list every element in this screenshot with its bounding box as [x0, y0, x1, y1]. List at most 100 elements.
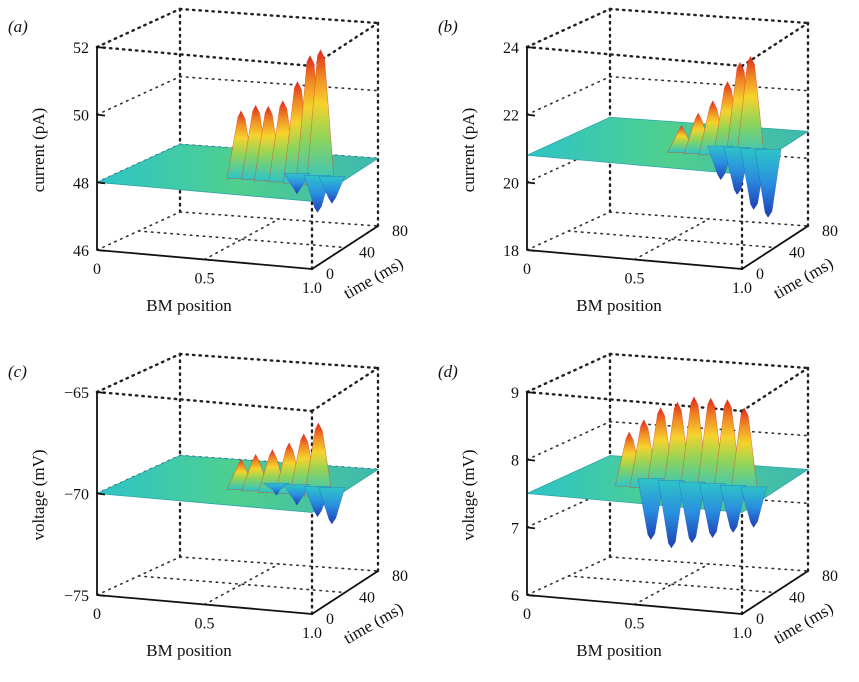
x-tick-label: 0.5 [195, 616, 215, 633]
grid-line [526, 420, 611, 461]
grid-line [567, 230, 776, 249]
z-tick-label: 20 [503, 175, 519, 192]
x-axis [526, 594, 743, 615]
y-axis-label: voltage (mV) [29, 449, 48, 540]
grid-line [203, 563, 280, 606]
surface-troughs [637, 478, 767, 549]
trough-mark [754, 149, 782, 218]
z-tick-label: 8 [511, 453, 519, 470]
t-tick-label: 0 [756, 266, 764, 283]
t-tick-label: 0 [326, 266, 334, 283]
z-tick [526, 249, 536, 252]
trough-mark [283, 484, 311, 506]
surface-peaks [226, 45, 335, 186]
t-tick-label: 80 [822, 223, 838, 240]
z-tick-label: −70 [64, 487, 89, 504]
x-tick-label: 1.0 [732, 280, 752, 297]
trough-mark [699, 483, 726, 539]
t-tick-label: 80 [392, 223, 408, 240]
trough-mark [318, 487, 346, 525]
panel-label: (a) [8, 17, 28, 36]
grid-line [137, 575, 346, 594]
box-edge [95, 45, 314, 68]
trough-mark [678, 481, 706, 544]
t-tick-label: 0 [326, 611, 334, 628]
box-edge [95, 390, 314, 413]
surface-peaks [614, 392, 759, 497]
x-axis-label: BM position [146, 296, 232, 315]
box-edge [525, 45, 744, 68]
grid-line [526, 143, 611, 184]
z-tick [96, 391, 106, 394]
grid-line [96, 556, 181, 596]
grid-line [526, 75, 611, 116]
grid-line [137, 230, 346, 249]
grid-line [609, 211, 809, 227]
t-tick-label: 0 [756, 611, 764, 628]
x-tick-label: 0 [523, 606, 531, 623]
t-tick-label: 40 [359, 590, 375, 607]
t-tick-label: 40 [789, 245, 805, 262]
z-tick [526, 458, 536, 462]
surface-troughs [707, 145, 782, 218]
y-axis-label: current (pA) [29, 108, 48, 193]
x-tick-label: 0 [93, 261, 101, 278]
t-tick-label: 40 [789, 590, 805, 607]
box-edge [95, 352, 182, 394]
grid-line [609, 75, 809, 92]
z-tick-label: 50 [73, 108, 89, 125]
box-edge [178, 352, 380, 370]
x-axis [526, 249, 743, 270]
z-tick [96, 113, 106, 117]
z-tick [526, 46, 536, 49]
grid-line [609, 556, 809, 572]
x-tick-label: 0.5 [625, 616, 645, 633]
t-axis [311, 225, 379, 270]
z-tick-label: 52 [73, 40, 89, 57]
surface-peaks [226, 418, 333, 497]
panel-label: (c) [8, 362, 27, 381]
grid-line [96, 211, 181, 251]
y-axis-label: voltage (mV) [459, 449, 478, 540]
grid-line [633, 563, 710, 606]
trough-mark [318, 176, 346, 204]
z-tick [96, 492, 106, 496]
box-edge [608, 7, 810, 25]
t-axis [741, 570, 809, 615]
grid-line [633, 218, 710, 261]
x-tick-label: 0.5 [625, 271, 645, 288]
z-tick [96, 181, 106, 185]
x-tick-label: 1.0 [302, 280, 322, 297]
trough-mark [637, 478, 665, 541]
x-tick-label: 1.0 [302, 625, 322, 642]
surface-troughs [283, 173, 346, 213]
z-tick [96, 249, 106, 252]
z-tick [526, 181, 536, 185]
grid-line [179, 556, 379, 572]
box-edge [525, 352, 612, 394]
grid-line [179, 75, 379, 92]
z-tick-label: 22 [503, 108, 519, 125]
z-tick [526, 113, 536, 117]
box-edge [178, 7, 380, 25]
grid-line [179, 211, 379, 227]
t-axis [311, 570, 379, 615]
y-axis-label: current (pA) [459, 108, 478, 193]
z-tick [526, 526, 536, 530]
t-tick-label: 40 [359, 245, 375, 262]
z-tick [96, 46, 106, 49]
trough-mark [262, 482, 291, 496]
t-axis [741, 225, 809, 270]
box-edge [525, 7, 612, 49]
z-tick-label: −75 [64, 588, 89, 605]
trough-mark [283, 173, 311, 195]
z-tick-label: 7 [511, 520, 519, 537]
grid-line [526, 488, 611, 529]
box-edge [740, 366, 810, 413]
x-axis [96, 249, 313, 270]
surface-peaks [666, 52, 765, 159]
z-tick-label: −65 [64, 385, 89, 402]
